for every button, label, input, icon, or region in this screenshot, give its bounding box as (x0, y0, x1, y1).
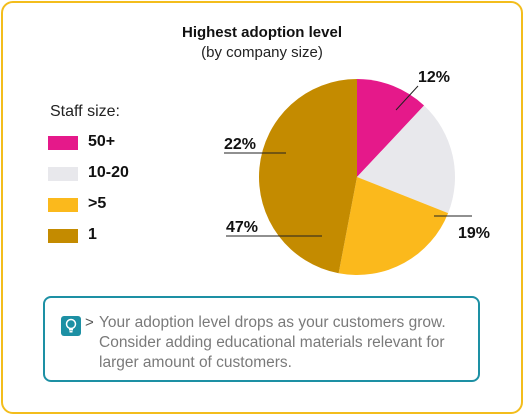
legend-swatch-gt-5 (48, 198, 78, 212)
data-label-1: 47% (226, 219, 258, 236)
data-label-50-plus: 12% (418, 69, 450, 86)
chart-subtitle: (by company size) (201, 44, 323, 61)
data-label-gt-5: 22% (224, 136, 256, 153)
pie-slice-1 (258, 79, 357, 274)
lightbulb-icon (61, 316, 81, 336)
legend-label-1: 1 (88, 226, 97, 243)
data-label-10-20: 19% (458, 225, 490, 242)
legend-label-50-plus: 50+ (88, 133, 116, 150)
legend-swatch-50-plus (48, 136, 78, 150)
pie-slice-50-plus (357, 79, 425, 177)
insight-text: Your adoption level drops as your custom… (99, 314, 446, 371)
pie-slice-10-20 (357, 105, 455, 214)
legend-swatch-1 (48, 229, 78, 243)
chart-title: Highest adoption level (181, 24, 343, 41)
insight-arrow: > (85, 314, 94, 331)
pie-slice-gt-5 (338, 177, 449, 275)
legend-label-10-20: 10-20 (88, 164, 129, 181)
legend-label-gt-5: >5 (88, 195, 107, 212)
label-leader-50-plus (395, 85, 419, 111)
legend-title: Staff size: (50, 103, 120, 120)
legend-swatch-10-20 (48, 167, 78, 181)
insight-box: > Your adoption level drops as your cust… (43, 296, 480, 382)
